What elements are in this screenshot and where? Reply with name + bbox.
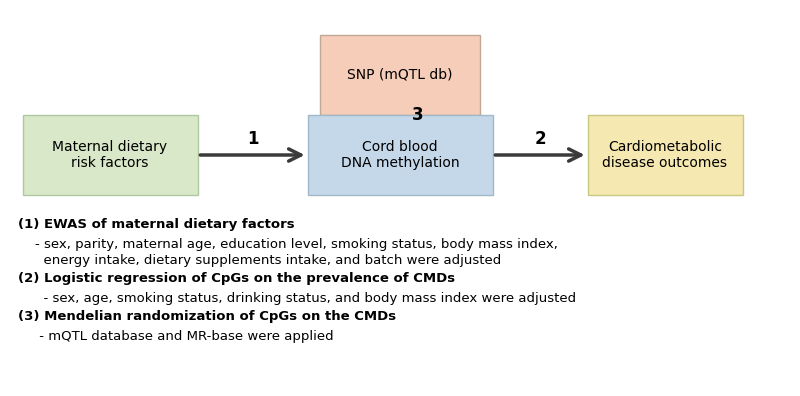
Text: 2: 2: [534, 130, 546, 148]
Text: - sex, parity, maternal age, education level, smoking status, body mass index,: - sex, parity, maternal age, education l…: [18, 238, 558, 251]
Text: Cord blood
DNA methylation: Cord blood DNA methylation: [341, 140, 459, 170]
Text: SNP (mQTL db): SNP (mQTL db): [347, 68, 453, 82]
Text: - mQTL database and MR-base were applied: - mQTL database and MR-base were applied: [18, 330, 334, 343]
FancyBboxPatch shape: [307, 115, 493, 195]
Text: (3) Mendelian randomization of CpGs on the CMDs: (3) Mendelian randomization of CpGs on t…: [18, 310, 396, 323]
Text: Cardiometabolic
disease outcomes: Cardiometabolic disease outcomes: [602, 140, 727, 170]
Text: (1) EWAS of maternal dietary factors: (1) EWAS of maternal dietary factors: [18, 218, 294, 231]
Text: 1: 1: [246, 130, 258, 148]
Text: (2) Logistic regression of CpGs on the prevalence of CMDs: (2) Logistic regression of CpGs on the p…: [18, 272, 455, 285]
FancyBboxPatch shape: [587, 115, 742, 195]
FancyBboxPatch shape: [320, 35, 480, 115]
Text: Maternal dietary
risk factors: Maternal dietary risk factors: [53, 140, 167, 170]
Text: - sex, age, smoking status, drinking status, and body mass index were adjusted: - sex, age, smoking status, drinking sta…: [18, 292, 576, 305]
Text: energy intake, dietary supplements intake, and batch were adjusted: energy intake, dietary supplements intak…: [18, 254, 502, 267]
FancyBboxPatch shape: [22, 115, 198, 195]
Text: 3: 3: [412, 106, 424, 124]
